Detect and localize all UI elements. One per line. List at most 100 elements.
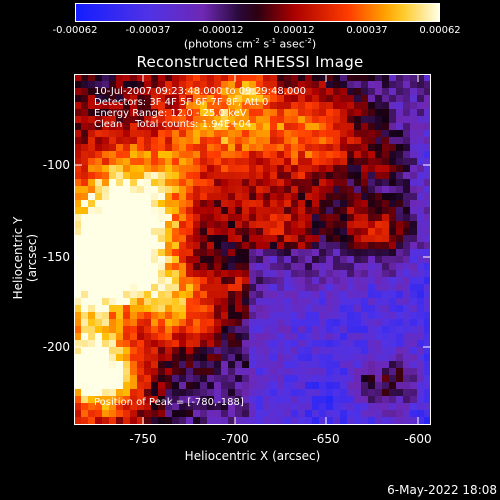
heatmap-cell: [326, 249, 334, 257]
heatmap-cell: [305, 172, 313, 180]
heatmap-cell: [193, 151, 201, 159]
heatmap-cell: [186, 228, 194, 236]
heatmap-cell: [354, 144, 362, 152]
heatmap-cell: [354, 137, 362, 145]
heatmap-cell: [319, 172, 327, 180]
heatmap-cell: [144, 193, 152, 201]
heatmap-cell: [88, 319, 96, 327]
heatmap-cell: [137, 270, 145, 278]
heatmap-cell: [137, 256, 145, 264]
heatmap-cell: [305, 375, 313, 383]
heatmap-cell: [382, 263, 390, 271]
heatmap-cell: [130, 158, 138, 166]
heatmap-cell: [298, 109, 306, 117]
heatmap-cell: [179, 403, 187, 411]
heatmap-cell: [74, 312, 82, 320]
heatmap-cell: [396, 242, 404, 250]
heatmap-cell: [228, 312, 236, 320]
heatmap-cell: [193, 109, 201, 117]
heatmap-cell: [312, 235, 320, 243]
heatmap-cell: [270, 368, 278, 376]
heatmap-cell: [242, 116, 250, 124]
heatmap-cell: [249, 74, 257, 82]
heatmap-cell: [354, 228, 362, 236]
heatmap-cell: [249, 165, 257, 173]
heatmap-cell: [123, 151, 131, 159]
heatmap-cell: [410, 151, 418, 159]
info-energy: Energy Range: 12.0 - 25.0 keV: [94, 108, 247, 119]
heatmap-cell: [298, 361, 306, 369]
heatmap-cell: [235, 123, 243, 131]
heatmap-cell: [396, 298, 404, 306]
heatmap-cell: [235, 207, 243, 215]
heatmap-cell: [403, 340, 411, 348]
heatmap-cell: [326, 277, 334, 285]
heatmap-cell: [207, 368, 215, 376]
heatmap-cell: [214, 396, 222, 404]
heatmap-cell: [207, 179, 215, 187]
heatmap-cell: [284, 298, 292, 306]
heatmap-cell: [88, 242, 96, 250]
heatmap-cell: [109, 270, 117, 278]
heatmap-cell: [95, 207, 103, 215]
heatmap-cell: [221, 340, 229, 348]
heatmap-cell: [249, 256, 257, 264]
heatmap-cell: [221, 235, 229, 243]
heatmap-cell: [396, 396, 404, 404]
heatmap-cell: [81, 389, 89, 397]
heatmap-cell: [235, 333, 243, 341]
heatmap-cell: [361, 389, 369, 397]
heatmap-cell: [88, 95, 96, 103]
heatmap-cell: [74, 382, 82, 390]
heatmap-cell: [221, 291, 229, 299]
heatmap-cell: [102, 298, 110, 306]
heatmap-cell: [158, 74, 166, 82]
heatmap-cell: [235, 263, 243, 271]
heatmap-cell: [81, 305, 89, 313]
heatmap-cell: [389, 193, 397, 201]
heatmap-cell: [417, 95, 425, 103]
heatmap-cell: [95, 172, 103, 180]
heatmap-cell: [165, 137, 173, 145]
heatmap-cell: [249, 284, 257, 292]
heatmap-cell: [298, 333, 306, 341]
heatmap-cell: [242, 109, 250, 117]
heatmap-cell: [368, 270, 376, 278]
heatmap-cell: [382, 242, 390, 250]
heatmap-cell: [109, 109, 117, 117]
heatmap-cell: [389, 249, 397, 257]
heatmap-cell: [347, 298, 355, 306]
heatmap-cell: [249, 130, 257, 138]
heatmap-cell: [144, 382, 152, 390]
heatmap-cell: [228, 81, 236, 89]
heatmap-cell: [144, 137, 152, 145]
heatmap-cell: [270, 319, 278, 327]
heatmap-cell: [410, 291, 418, 299]
heatmap-cell: [116, 326, 124, 334]
heatmap-cell: [347, 130, 355, 138]
heatmap-cell: [270, 102, 278, 110]
heatmap-cell: [123, 410, 131, 418]
heatmap-cell: [403, 214, 411, 222]
heatmap-cell: [291, 102, 299, 110]
heatmap-cell: [235, 137, 243, 145]
heatmap-cell: [74, 298, 82, 306]
heatmap-cell: [74, 172, 82, 180]
heatmap-cell: [200, 417, 208, 425]
heatmap-cell: [207, 403, 215, 411]
heatmap-cell: [102, 137, 110, 145]
heatmap-cell: [193, 242, 201, 250]
heatmap-cell: [305, 235, 313, 243]
heatmap-cell: [228, 130, 236, 138]
heatmap-cell: [186, 263, 194, 271]
heatmap-cell: [249, 242, 257, 250]
heatmap-cell: [200, 361, 208, 369]
heatmap-cell: [305, 116, 313, 124]
heatmap-cell: [207, 228, 215, 236]
heatmap-cell: [375, 382, 383, 390]
heatmap-cell: [137, 186, 145, 194]
heatmap-cell: [319, 319, 327, 327]
heatmap-cell: [354, 417, 362, 425]
heatmap-cell: [200, 298, 208, 306]
heatmap-cell: [200, 305, 208, 313]
